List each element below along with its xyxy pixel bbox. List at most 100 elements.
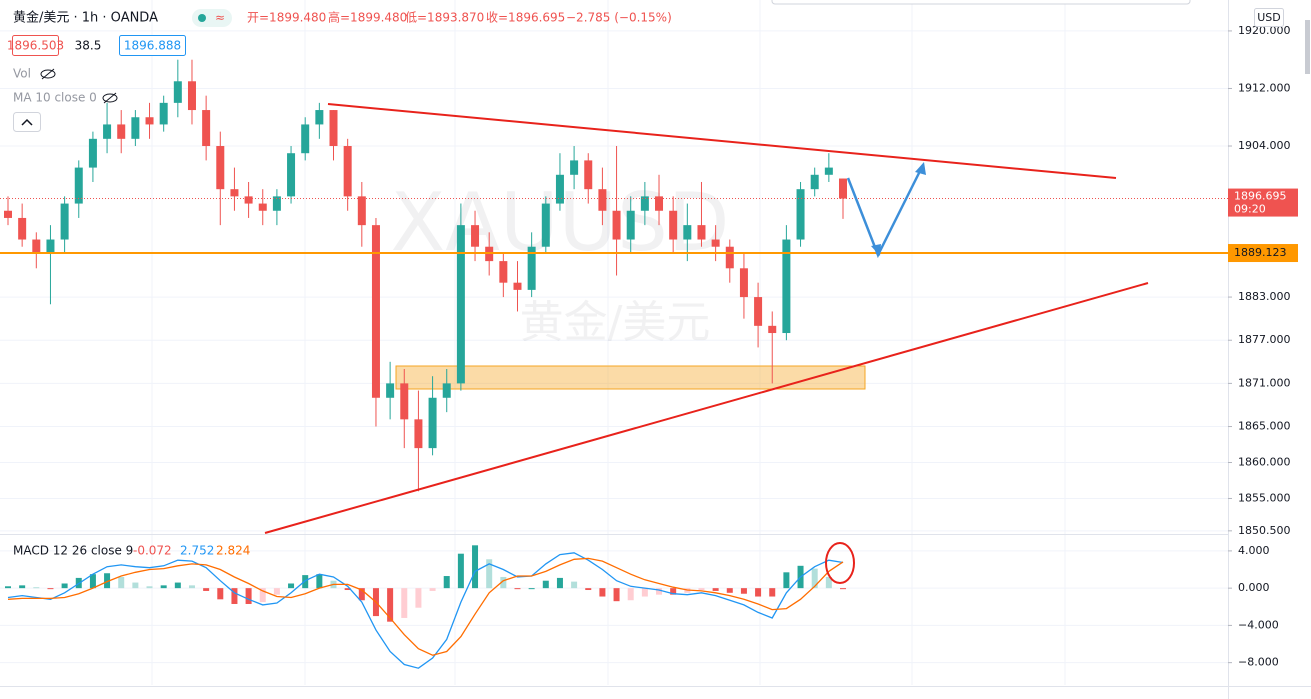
hide-icon[interactable] [102,93,118,103]
scrollbar [1305,20,1310,74]
status-dot [198,14,206,22]
bid-price: 1896.503 [7,39,64,53]
candle-body [669,210,678,240]
candle-body [655,196,664,211]
level-tag [1228,244,1298,263]
y-tick-label: 1920.000 [1238,24,1291,37]
y-tick-label: 1904.000 [1238,139,1291,152]
histogram-bar [726,588,733,593]
candle-body [612,210,621,240]
histogram-bar [61,583,68,589]
histogram-bar [627,588,634,601]
histogram-bar [302,575,309,589]
histogram-bar [188,585,195,589]
arrow-head [871,244,881,256]
histogram-bar [33,587,40,589]
macd-hist-value: -0.072 [133,544,172,558]
histogram-bar [203,588,210,591]
histogram-bar [825,576,832,589]
histogram-bar [245,588,252,604]
histogram-bar [5,586,11,589]
status-icon: ≈ [215,11,225,25]
histogram-bar [712,588,719,591]
histogram-bar [89,574,96,589]
histogram-bar [316,574,323,589]
candle-body [216,146,225,190]
macd-value: 2.752 [180,544,214,558]
y-tick-label: 4.000 [1238,544,1270,557]
collapse-button[interactable] [13,112,41,132]
vertical-grid [151,0,1066,685]
candle-body [598,189,607,211]
legend-header: 黄金/美元 · 1h · OANDA ≈ 开=1899.480 高=1899.4… [7,8,1284,558]
drawings [264,103,1149,584]
candle-body [400,383,409,420]
candle-body [824,167,833,175]
bid-box[interactable] [12,35,59,56]
candle-body [159,102,168,125]
candle-body [456,225,465,384]
histogram-bar [160,585,167,589]
candle-body [442,383,451,398]
candle-body [230,189,239,197]
change-value: −2.785 (−0.15%) [566,11,672,25]
ask-box[interactable] [119,35,186,56]
histogram-bar [755,588,762,597]
candle-body [513,282,522,290]
candle-body [343,146,352,197]
marks [0,59,1228,669]
histogram-bar [273,588,280,595]
candle-body [301,124,310,154]
histogram-bar [585,588,592,591]
hide-icon-slash [103,92,117,104]
y-tick-label: 1855.000 [1238,491,1291,504]
candle-body [626,210,635,240]
histogram-bar [457,553,464,589]
histogram-bar [613,588,620,602]
hide-icon[interactable] [40,69,56,79]
candle-body [810,174,819,190]
histogram-bar [19,585,26,589]
ma-label: MA 10 close 0 [13,91,97,105]
y-tick-label: −8.000 [1238,656,1279,669]
projection-arrow [846,166,924,259]
signal-value: 2.824 [216,544,250,558]
watermark-name: 黄金/美元 [520,297,711,348]
candle-body [555,174,564,204]
close-value: 收=1896.695 [486,11,565,25]
price-axis: 1920.000 1912.000 1904.000 1883.000 1877.000… [1228,24,1291,669]
y-tick-label: 1850.500 [1238,524,1291,537]
candle-body [711,239,720,247]
low-value: 低=1893.870 [405,11,484,25]
histogram-bar [599,588,606,597]
currency: USD [1257,11,1281,24]
histogram-bar [118,576,125,589]
candle-body [187,81,196,111]
candle-body [739,268,748,298]
candle-body [131,117,140,139]
histogram-bar [670,588,677,595]
candle-body [145,117,154,125]
candle-body [471,225,480,247]
zone-rectangle [395,365,866,390]
histogram-bar [47,588,54,590]
candle-body [796,189,805,240]
histogram-bar [556,577,563,589]
trend-line [264,282,1149,534]
candle-body [754,297,763,326]
candle-body [584,160,593,190]
histogram-bar [259,588,266,603]
histogram-bar [542,580,549,589]
currency-box[interactable] [1254,8,1284,27]
histogram-bar [769,588,776,597]
candle-body [527,246,536,290]
candle-body [782,239,791,334]
histogram-bar [146,586,153,589]
candle-body [499,261,508,283]
candle-body [329,110,338,147]
symbol-title: 黄金/美元 · 1h · OANDA [13,10,158,26]
y-tick-label: 0.000 [1238,581,1270,594]
histogram-bar [344,588,351,591]
